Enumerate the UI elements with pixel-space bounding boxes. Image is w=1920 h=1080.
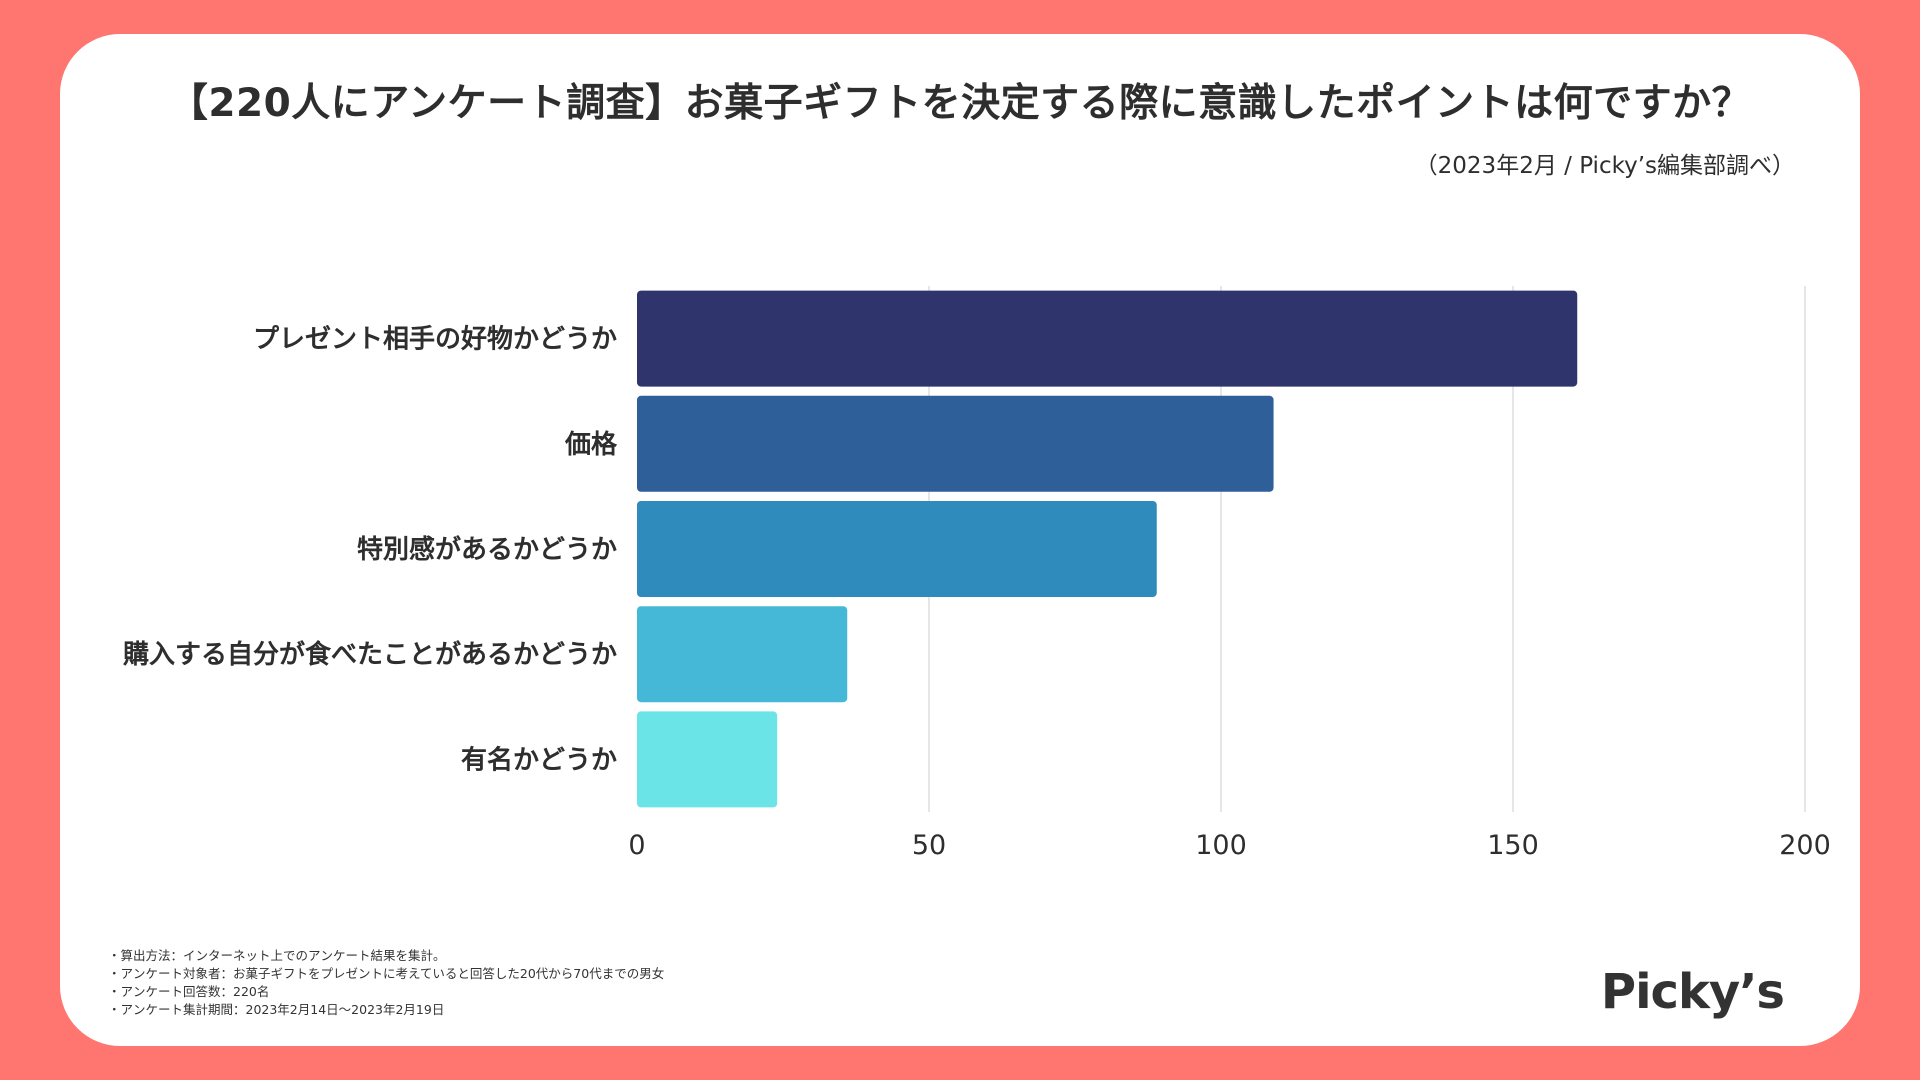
note-line: ・アンケート回答数：220名 (108, 984, 270, 999)
x-tick-label: 0 (628, 830, 645, 861)
chart-title: 【220人にアンケート調査】お菓子ギフトを決定する際に意識したポイントは何ですか… (168, 81, 1752, 126)
bar (637, 711, 778, 808)
bar (637, 606, 848, 703)
category-label: 価格 (564, 429, 618, 460)
survey-notes: ・算出方法：インターネット上でのアンケート結果を集計。 ・アンケート対象者：お菓… (108, 947, 664, 1019)
x-tick-label: 50 (912, 830, 946, 861)
bars (637, 290, 1578, 808)
pickys-logo: Picky’s (1600, 964, 1785, 1020)
category-label: 特別感があるかどうか (357, 534, 617, 565)
bar (637, 501, 1157, 597)
x-tick-label: 150 (1487, 830, 1539, 861)
bar (637, 395, 1274, 492)
category-label: 購入する自分が食べたことがあるかどうか (123, 639, 617, 670)
x-tick-label: 100 (1195, 830, 1247, 861)
category-label: 有名かどうか (461, 744, 617, 775)
category-label: プレゼント相手の好物かどうか (253, 325, 617, 355)
category-labels: プレゼント相手の好物かどうか価格特別感があるかどうか購入する自分が食べたことがあ… (123, 325, 618, 776)
x-tick-label: 200 (1779, 830, 1831, 861)
note-line: ・アンケート対象者：お菓子ギフトをプレゼントに考えていると回答した20代から70… (108, 966, 665, 981)
source-note: （2023年2月 / Picky’s編集部調べ） (1414, 153, 1795, 179)
x-axis-ticks: 0 50 100 150 200 (628, 830, 1830, 861)
note-line: ・アンケート集計期間：2023年2月14日〜2023年2月19日 (108, 1002, 445, 1017)
note-line: ・算出方法：インターネット上でのアンケート結果を集計。 (108, 948, 446, 963)
bar (637, 290, 1578, 387)
